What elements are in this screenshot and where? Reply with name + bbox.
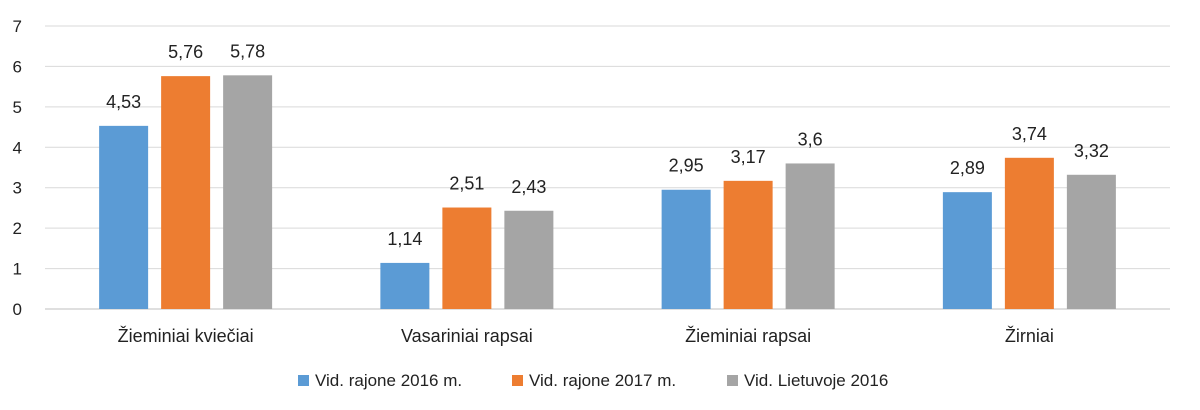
bar [723,180,773,309]
data-label: 3,6 [798,129,823,149]
data-label: 2,51 [449,174,484,194]
bar [1066,174,1116,309]
category-label: Vasariniai rapsai [401,326,533,346]
bar [1004,157,1054,309]
legend: Vid. rajone 2016 m. Vid. rajone 2017 m. Vi… [298,371,888,390]
legend-swatch [727,375,738,386]
bar [380,262,430,309]
legend-label: Vid. Lietuvoje 2016 [744,371,888,390]
legend-label: Vid. rajone 2016 m. [315,371,462,390]
data-labels: 4,53 5,76 5,78 1,14 2,51 2,43 2,95 3,17 3,6 2,89 3… [106,41,1109,249]
gridlines [45,25,1170,310]
bar [99,125,149,309]
y-tick-label: 5 [13,98,22,117]
legend-swatch [512,375,523,386]
data-label: 3,17 [731,147,766,167]
data-label: 2,43 [511,177,546,197]
category-label: Žirniai [1005,326,1054,346]
bar [942,192,992,309]
data-label: 5,78 [230,41,265,61]
bar [161,76,211,309]
category-label: Žieminiai rapsai [685,326,811,346]
data-label: 5,76 [168,42,203,62]
y-tick-label: 3 [13,179,22,198]
x-axis-categories: Žieminiai kviečiai Vasariniai rapsai Žiemi… [118,326,1054,346]
y-axis-ticks: 0 1 2 3 4 5 6 7 [13,17,22,319]
data-label: 3,74 [1012,124,1047,144]
data-label: 4,53 [106,92,141,112]
bar [785,163,835,309]
y-tick-label: 7 [13,17,22,36]
data-label: 3,32 [1074,141,1109,161]
y-tick-label: 2 [13,219,22,238]
bar [223,75,273,309]
bar [442,207,492,309]
y-tick-label: 0 [13,300,22,319]
data-label: 1,14 [387,229,422,249]
y-tick-label: 6 [13,57,22,76]
y-tick-label: 4 [13,138,22,157]
category-label: Žieminiai kviečiai [118,326,254,346]
data-label: 2,95 [669,156,704,176]
data-label: 2,89 [950,158,985,178]
legend-label: Vid. rajone 2017 m. [529,371,676,390]
bar [661,189,711,309]
bar [504,210,554,309]
bars [99,75,1116,309]
legend-swatch [298,375,309,386]
y-tick-label: 1 [13,260,22,279]
